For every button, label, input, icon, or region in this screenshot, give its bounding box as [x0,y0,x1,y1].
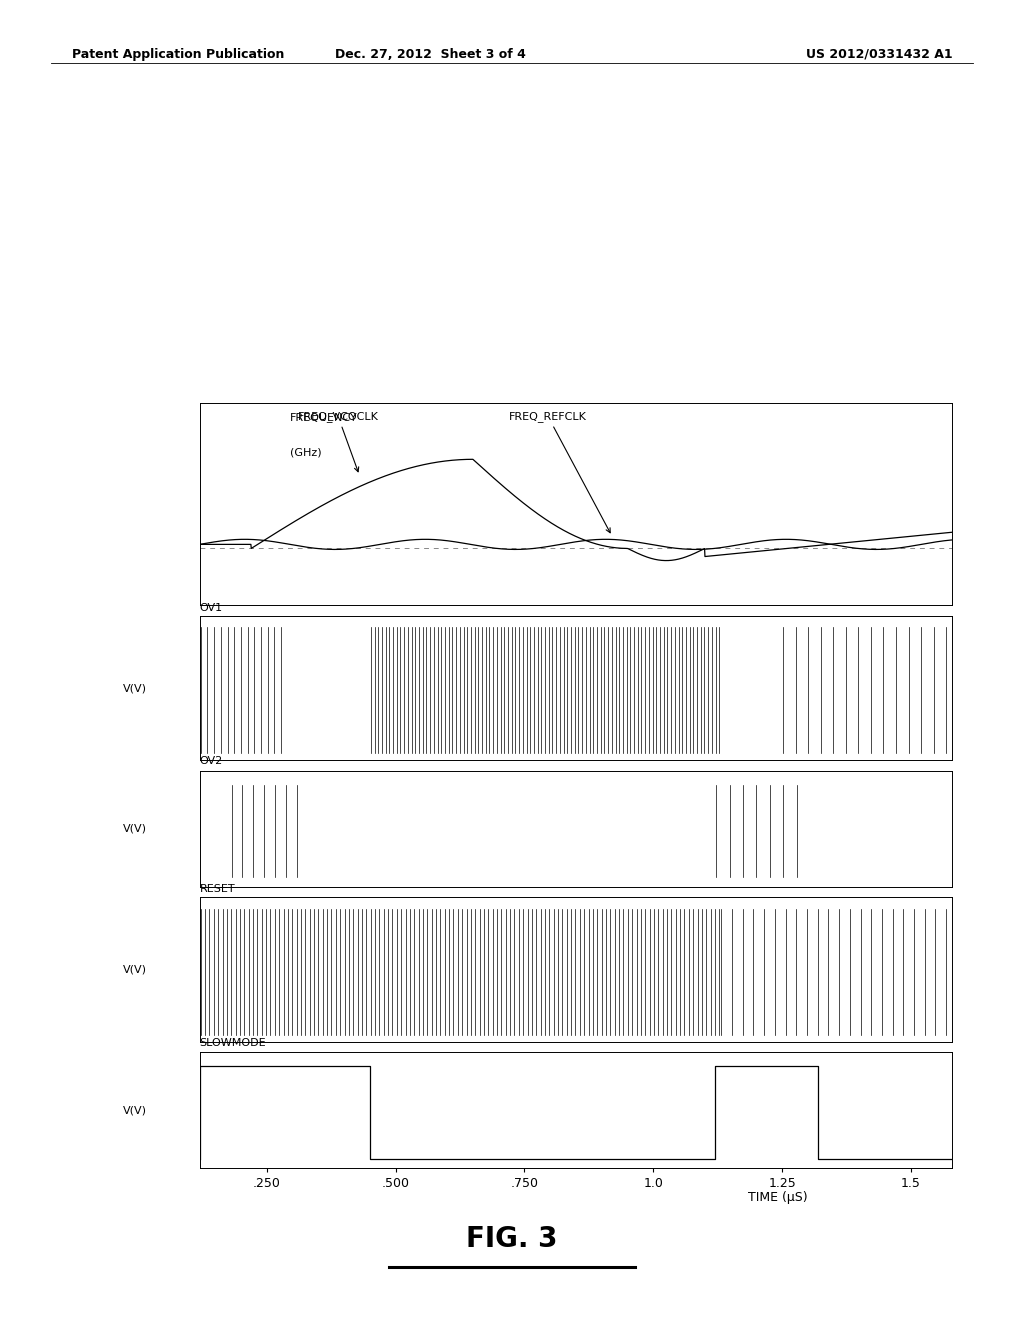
Text: V(V): V(V) [123,824,147,834]
Text: FIG. 3: FIG. 3 [466,1225,558,1253]
Text: V(V): V(V) [123,682,147,693]
Text: Patent Application Publication: Patent Application Publication [72,48,284,61]
Text: FREQUENCY: FREQUENCY [290,413,357,422]
Text: Dec. 27, 2012  Sheet 3 of 4: Dec. 27, 2012 Sheet 3 of 4 [335,48,525,61]
Text: US 2012/0331432 A1: US 2012/0331432 A1 [806,48,952,61]
Text: FREQ_REFCLK: FREQ_REFCLK [509,411,610,533]
Text: TIME (μS): TIME (μS) [749,1191,808,1204]
Text: FREQ_VCOCLK: FREQ_VCOCLK [298,411,379,471]
Text: OV1: OV1 [200,603,223,612]
Text: RESET: RESET [200,884,236,895]
Text: OV2: OV2 [200,756,223,767]
Text: (GHz): (GHz) [290,447,322,457]
Text: V(V): V(V) [123,965,147,974]
Text: SLOWMODE: SLOWMODE [200,1038,266,1048]
Text: V(V): V(V) [123,1105,147,1115]
